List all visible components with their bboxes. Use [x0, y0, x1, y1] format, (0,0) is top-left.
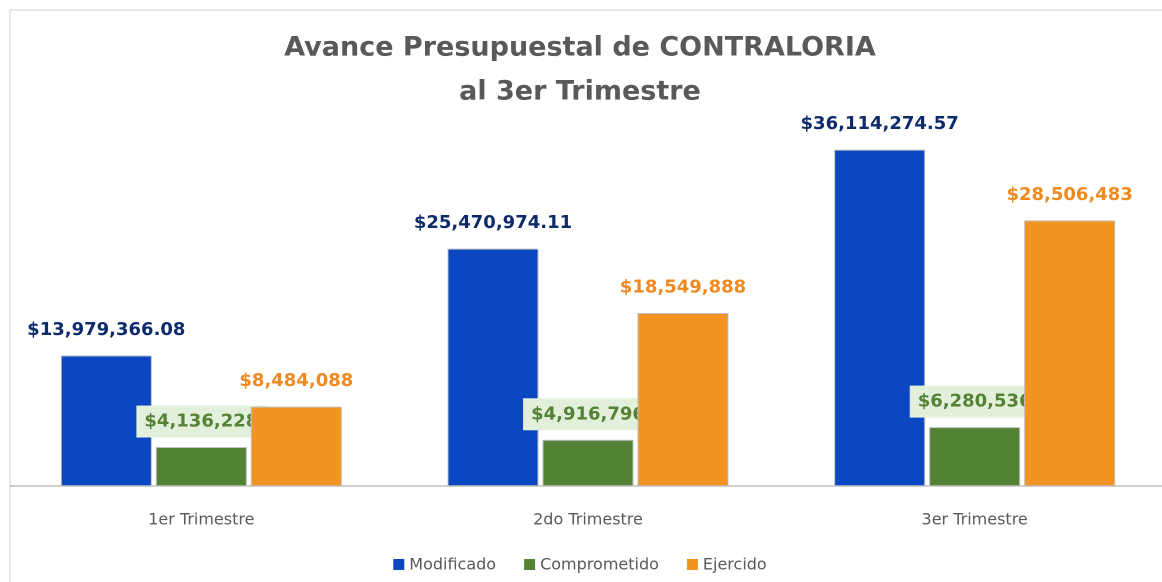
data-label: $8,484,088: [239, 370, 353, 391]
bar: [637, 312, 729, 487]
legend-label: Ejercido: [703, 555, 767, 574]
data-label-box: [523, 398, 653, 431]
data-label: $18,549,888: [620, 276, 746, 297]
bar: [60, 355, 152, 487]
data-label: $13,979,366.08: [27, 319, 185, 340]
chart-title: al 3er Trimestre: [459, 76, 701, 107]
legend-swatch: [393, 559, 405, 570]
x-tick-label: 1er Trimestre: [148, 510, 254, 529]
data-label: $25,470,974.11: [414, 212, 572, 233]
data-label: $4,916,796: [531, 403, 645, 424]
bar: [1024, 220, 1116, 487]
data-label-box: [136, 405, 267, 438]
data-label: $4,136,228: [144, 411, 258, 432]
bar: [155, 447, 247, 487]
legend-swatch: [524, 559, 536, 570]
legend-swatch: [686, 559, 698, 570]
x-tick-label: 2do Trimestre: [533, 510, 643, 529]
bar: [250, 406, 342, 487]
bar: [929, 427, 1021, 487]
bar: [447, 248, 539, 487]
bar: [542, 439, 634, 487]
data-label: $36,114,274.57: [801, 113, 959, 134]
data-label-box: [909, 385, 1040, 418]
data-label: $6,280,536: [918, 391, 1032, 412]
x-tick-label: 3er Trimestre: [922, 510, 1028, 529]
bar: [834, 149, 926, 487]
data-label: $28,506,483: [1006, 184, 1132, 205]
legend-label: Comprometido: [540, 555, 659, 574]
legend-label: Modificado: [409, 555, 496, 574]
chart-title: Avance Presupuestal de CONTRALORIA: [284, 32, 876, 63]
